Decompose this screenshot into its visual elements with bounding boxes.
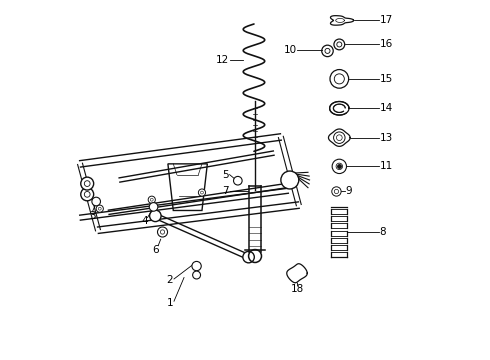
Circle shape (192, 261, 201, 271)
Circle shape (157, 227, 168, 237)
Polygon shape (287, 264, 307, 283)
Text: 14: 14 (379, 103, 392, 113)
Circle shape (149, 210, 161, 222)
Text: 16: 16 (379, 40, 392, 49)
Text: 11: 11 (379, 161, 392, 171)
Text: 7: 7 (222, 186, 229, 196)
Text: 9: 9 (345, 186, 352, 197)
Text: 17: 17 (379, 15, 392, 26)
Circle shape (193, 271, 200, 279)
Text: 8: 8 (379, 227, 386, 237)
Circle shape (92, 197, 100, 206)
Text: 18: 18 (291, 284, 304, 294)
Polygon shape (328, 129, 350, 147)
Text: 6: 6 (152, 245, 159, 255)
Text: 4: 4 (141, 216, 148, 226)
Circle shape (198, 189, 205, 196)
Text: 12: 12 (216, 55, 229, 65)
Polygon shape (330, 102, 349, 115)
Text: 1: 1 (167, 298, 173, 308)
Text: 10: 10 (284, 45, 296, 55)
Circle shape (81, 177, 94, 190)
Circle shape (96, 205, 103, 212)
Text: 15: 15 (379, 74, 392, 84)
Text: 13: 13 (379, 133, 392, 143)
Circle shape (243, 251, 254, 263)
Circle shape (234, 176, 242, 185)
Text: 5: 5 (222, 170, 229, 180)
Circle shape (281, 171, 299, 189)
Text: 3: 3 (89, 211, 96, 221)
Circle shape (148, 196, 155, 203)
Circle shape (81, 188, 94, 201)
Polygon shape (330, 16, 354, 25)
Text: 2: 2 (167, 275, 173, 285)
Circle shape (149, 203, 158, 211)
